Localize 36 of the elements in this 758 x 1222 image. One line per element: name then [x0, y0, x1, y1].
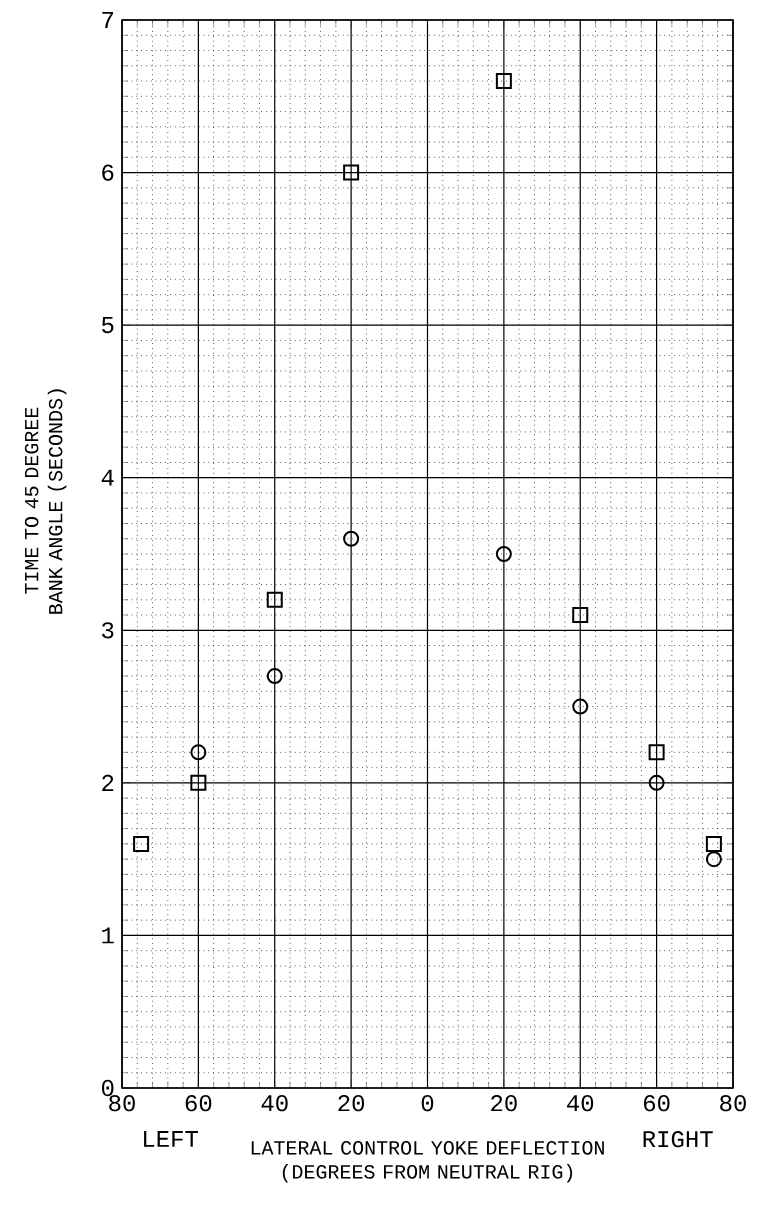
text: RIGHT	[643, 1131, 713, 1148]
point	[190, 774, 207, 791]
point	[266, 668, 283, 685]
point	[190, 744, 207, 761]
x-tick-label: 60	[643, 1095, 670, 1112]
point	[495, 73, 512, 90]
point	[343, 164, 360, 181]
y-tick-label: 4	[101, 469, 114, 486]
y-tick-label: 0	[101, 1079, 114, 1097]
x-tick-label: 80	[720, 1095, 746, 1112]
point	[648, 774, 665, 791]
point	[133, 835, 150, 852]
y-axis-title: TIME TO 45 DEGREE BANK ANGLE (SECONDS)	[24, 389, 67, 614]
x-tick-label: 80	[109, 1095, 135, 1112]
x-tick-label: 20	[338, 1095, 365, 1112]
text: LEFT	[144, 1131, 198, 1147]
y-tick-label: 3	[102, 622, 114, 639]
point	[343, 530, 360, 547]
point	[705, 851, 722, 868]
x-tick-label: 0	[421, 1095, 434, 1112]
point	[648, 744, 665, 761]
x-axis-title: LATERAL CONTROL YOKE DEFLECTION (DEGREES FROM NEUTRAL RIG)	[251, 1141, 604, 1183]
x-tick-label: 40	[261, 1095, 288, 1112]
y-tick-label: 6	[102, 164, 114, 181]
point	[266, 591, 283, 608]
point	[705, 835, 722, 852]
x-tick-label: 40	[567, 1095, 594, 1112]
y-tick-label: 2	[102, 774, 114, 791]
y-tick-label: 5	[102, 317, 114, 334]
y-tick-label: 7	[102, 12, 114, 28]
x-tick-label: 20	[491, 1095, 517, 1112]
point	[572, 607, 589, 624]
y-tick-label: 1	[102, 927, 114, 944]
point	[572, 698, 589, 715]
point	[495, 546, 512, 562]
x-tick-label: 60	[185, 1095, 212, 1112]
